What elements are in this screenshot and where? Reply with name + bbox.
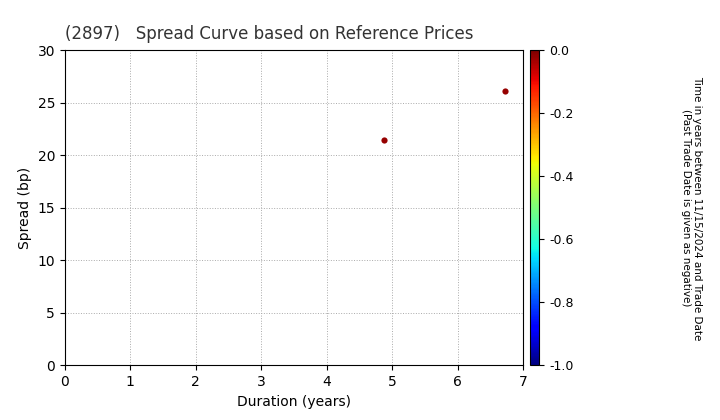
Point [378,136,390,143]
Text: (2897)   Spread Curve based on Reference Prices: (2897) Spread Curve based on Reference P… [65,25,473,43]
Point [499,88,510,94]
Y-axis label: Time in years between 11/15/2024 and Trade Date
(Past Trade Date is given as neg: Time in years between 11/15/2024 and Tra… [681,76,703,340]
Y-axis label: Spread (bp): Spread (bp) [18,167,32,249]
X-axis label: Duration (years): Duration (years) [237,395,351,409]
